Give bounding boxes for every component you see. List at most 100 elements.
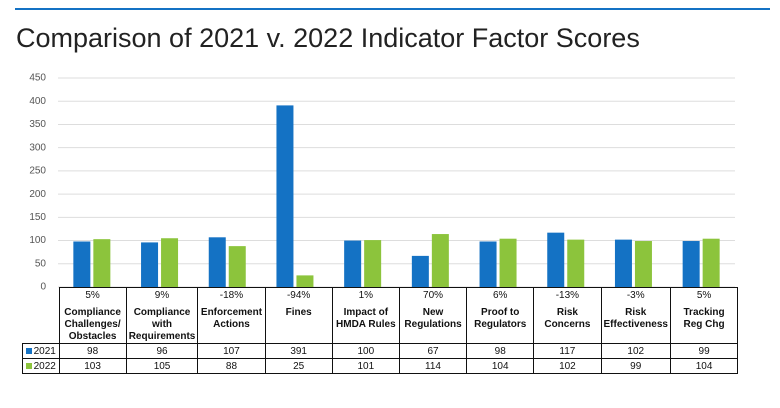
- bar: [431, 234, 449, 287]
- change-label: -94%: [286, 290, 311, 301]
- legend-swatch: [25, 347, 32, 354]
- bar: [161, 238, 179, 287]
- y-tick-label: 400: [29, 96, 46, 107]
- bar: [479, 241, 497, 287]
- value-label: 101: [357, 360, 375, 372]
- value-label: 100: [357, 345, 375, 357]
- change-label: 5%: [85, 290, 100, 301]
- bar: [93, 239, 111, 287]
- change-label: 70%: [423, 290, 444, 301]
- value-label: 104: [491, 360, 509, 372]
- bar: [634, 241, 652, 287]
- series-row: 2021 98 96 107 391 100 67 98 117 102 99: [22, 343, 739, 359]
- category-cell: 9% Compliance with Requirements: [125, 287, 199, 344]
- category-label: New Regulations: [404, 307, 462, 330]
- value-cell: 96: [125, 343, 199, 359]
- y-tick-label: 50: [35, 258, 47, 269]
- bar: [682, 241, 700, 287]
- bar: [547, 232, 565, 287]
- value-cell: 67: [398, 343, 468, 359]
- chart-title: Comparison of 2021 v. 2022 Indicator Fac…: [16, 23, 640, 53]
- category-label: Compliance Challenges/ Obstacles: [64, 307, 121, 342]
- category-label: Compliance with Requirements: [128, 307, 196, 342]
- category-label: Risk Concerns: [544, 307, 591, 330]
- value-cell: 98: [466, 343, 535, 359]
- value-cell: 114: [398, 358, 468, 374]
- value-label: 99: [698, 345, 710, 357]
- y-tick-label: 150: [29, 212, 46, 223]
- bar: [614, 239, 632, 287]
- bar: [276, 105, 294, 287]
- category-label: Proof to Regulators: [474, 307, 527, 330]
- y-tick-label: 250: [29, 166, 46, 177]
- bar: [208, 237, 226, 287]
- value-cell: 25: [264, 358, 333, 374]
- value-cell: 105: [125, 358, 199, 374]
- value-label: 102: [627, 345, 645, 357]
- value-label: 102: [559, 360, 576, 372]
- y-tick-label: 200: [29, 189, 46, 200]
- value-cell: 88: [197, 358, 266, 374]
- change-label: -3%: [626, 290, 645, 301]
- value-label: 117: [559, 345, 576, 357]
- value-cell: 102: [533, 358, 602, 374]
- value-label: 105: [153, 360, 171, 372]
- value-cell: 391: [264, 343, 333, 359]
- bar: [141, 242, 159, 287]
- data-table: 5% Compliance Challenges/ Obstacles 9% Comp…: [22, 287, 739, 374]
- value-cell: 101: [331, 358, 400, 374]
- value-cell: 104: [669, 358, 739, 374]
- change-label: -13%: [555, 290, 580, 301]
- value-cell: 98: [58, 343, 127, 359]
- category-cell: 1% Impact of HMDA Rules: [331, 287, 400, 344]
- value-label: 88: [225, 360, 238, 372]
- change-label: 5%: [696, 290, 712, 301]
- value-cell: 104: [466, 358, 535, 374]
- value-label: 98: [494, 345, 506, 357]
- category-cell: 5% Compliance Challenges/ Obstacles: [58, 287, 127, 344]
- bar: [411, 255, 429, 287]
- value-label: 96: [156, 345, 168, 357]
- bar: [344, 240, 362, 287]
- y-tick-label: 350: [29, 119, 46, 130]
- category-cell: -94% Fines: [264, 287, 333, 344]
- value-cell: 99: [600, 358, 671, 374]
- legend-label: 2022: [33, 360, 56, 372]
- value-label: 104: [695, 360, 713, 372]
- bar: [296, 275, 314, 287]
- bar: [228, 246, 246, 287]
- legend-swatch: [25, 362, 32, 369]
- category-label: Tracking Reg Chg: [683, 307, 725, 330]
- value-label: 103: [84, 360, 101, 372]
- legend-cell: 2021: [22, 343, 60, 359]
- value-label: 98: [87, 345, 99, 357]
- category-cell: 70% New Regulations: [398, 287, 468, 344]
- category-cell: 6% Proof to Regulators: [466, 287, 535, 344]
- value-label: 67: [427, 345, 439, 357]
- series-row: 2022 103 105 88 25 101 114 104 102 99 104: [22, 358, 739, 374]
- y-tick-label: 300: [29, 142, 46, 153]
- value-cell: 102: [600, 343, 671, 359]
- change-label: 6%: [492, 290, 508, 301]
- bar: [499, 238, 517, 287]
- corner-cell: [23, 288, 60, 344]
- category-label: Enforcement Actions: [200, 307, 263, 330]
- value-label: 99: [630, 360, 642, 372]
- change-label: 1%: [358, 290, 374, 301]
- value-label: 25: [293, 360, 305, 372]
- table-header-row: 5% Compliance Challenges/ Obstacles 9% Comp…: [23, 287, 739, 344]
- category-cell: 5% Tracking Reg Chg: [669, 287, 739, 344]
- bar: [364, 240, 382, 287]
- change-label: 9%: [154, 290, 170, 301]
- bar: [73, 241, 91, 287]
- category-label: Fines: [285, 307, 312, 318]
- value-label: 114: [425, 360, 441, 372]
- category-label: Impact of HMDA Rules: [336, 307, 396, 330]
- value-cell: 117: [533, 343, 602, 359]
- bar: [567, 239, 585, 287]
- category-cell: -3% Risk Effectiveness: [600, 287, 671, 344]
- value-label: 107: [223, 345, 240, 357]
- value-cell: 99: [669, 343, 739, 359]
- legend-cell: 2022: [22, 358, 60, 374]
